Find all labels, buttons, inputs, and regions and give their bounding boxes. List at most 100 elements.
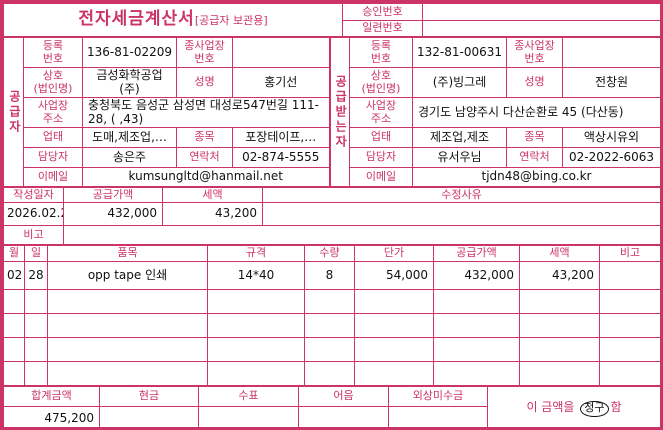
items-header-tax: 세액 xyxy=(519,245,600,262)
supplier-phone-label: 연락처 xyxy=(176,147,233,168)
item-cell-empty xyxy=(599,337,660,362)
buyer-bizitem-label: 종목 xyxy=(506,127,563,148)
issue-supply-value: 432,000 xyxy=(63,202,163,226)
issue-reason-label: 수정사유 xyxy=(262,187,660,203)
issue-tax-value: 43,200 xyxy=(162,202,263,226)
issue-supply-label: 공급가액 xyxy=(63,187,163,203)
supplier-contact-label: 담당자 xyxy=(23,147,83,168)
items-header-spec: 규격 xyxy=(207,245,305,262)
item-cell-empty xyxy=(354,289,434,314)
items-header-note: 비고 xyxy=(599,245,660,262)
item-cell-empty xyxy=(354,313,434,338)
item-cell-empty xyxy=(304,289,355,314)
buyer-name-value: (주)빙그레 xyxy=(412,67,507,98)
item-cell-empty xyxy=(433,289,520,314)
item-cell-empty xyxy=(599,289,660,314)
items-header-row: 월 일 품목 규격 수량 단가 공급가액 세액 비고 xyxy=(3,245,660,262)
buyer-regno-value: 132-81-00631 xyxy=(412,37,507,68)
receivable-label: 외상미수금 xyxy=(388,386,488,407)
supplier-subbiz-value xyxy=(232,37,330,68)
item-row-empty xyxy=(3,361,660,386)
item-cell-empty xyxy=(354,361,434,386)
item-row: 02 28 opp tape 인쇄 14*40 8 54,000 432,000… xyxy=(3,261,660,290)
items-header-qty: 수량 xyxy=(304,245,355,262)
supplier-bizitem-value: 포장테이프,… xyxy=(232,127,330,148)
item-cell-empty xyxy=(433,313,520,338)
cash-label: 현금 xyxy=(99,386,199,407)
item-cell-empty xyxy=(207,361,305,386)
items-header-item: 품목 xyxy=(47,245,208,262)
check-value xyxy=(198,406,299,427)
item-cell-empty xyxy=(433,361,520,386)
totals-block: 합계금액 현금 수표 어음 외상미수금 이 금액을 청구 함 475,200 xyxy=(3,386,660,427)
total-amount-value: 475,200 xyxy=(3,406,100,427)
invoice-title: 전자세금계산서[공급자 보관용] xyxy=(3,3,343,37)
item-cell-empty xyxy=(47,361,208,386)
statement-cell: 이 금액을 청구 함 xyxy=(487,386,660,427)
buyer-ceo-label: 성명 xyxy=(506,67,563,98)
invoice-title-sub: [공급자 보관용] xyxy=(194,14,268,28)
receivable-value xyxy=(388,406,488,427)
item-cell-empty xyxy=(47,289,208,314)
buyer-ceo-value: 전창원 xyxy=(562,67,660,98)
item-cell-empty xyxy=(599,313,660,338)
item-cell-empty xyxy=(207,313,305,338)
invoice-title-main: 전자세금계산서 xyxy=(78,9,195,30)
item-cell-empty xyxy=(207,289,305,314)
supplier-name-label: 상호 (법인명) xyxy=(23,67,83,98)
buyer-email-label: 이메일 xyxy=(349,167,413,187)
parties-block: 공급자 등록 번호 136-81-02209 종사업장 번호 공급받는자 등록 … xyxy=(3,37,660,187)
serial-number-label: 일련번호 xyxy=(342,20,423,37)
buyer-contact-label: 담당자 xyxy=(349,147,413,168)
item-note xyxy=(599,261,660,290)
issue-reason-value xyxy=(262,202,660,226)
issue-date-value: 2026.02.28 xyxy=(3,202,64,226)
item-supply: 432,000 xyxy=(433,261,520,290)
supplier-regno-value: 136-81-02209 xyxy=(82,37,177,68)
items-header-unitprice: 단가 xyxy=(354,245,434,262)
statement-circled: 청구 xyxy=(580,401,609,417)
supplier-subbiz-label: 종사업장 번호 xyxy=(176,37,233,68)
item-cell-empty xyxy=(519,313,600,338)
item-name: opp tape 인쇄 xyxy=(47,261,208,290)
buyer-biztype-label: 업태 xyxy=(349,127,413,148)
item-cell-empty xyxy=(24,361,48,386)
total-amount-label: 합계금액 xyxy=(3,386,100,407)
supplier-address-label: 사업장 주소 xyxy=(23,97,83,128)
bill-value xyxy=(298,406,389,427)
serial-number-value xyxy=(422,20,660,37)
items-block: 월 일 품목 규격 수량 단가 공급가액 세액 비고 02 28 opp tap… xyxy=(3,245,660,386)
item-cell-empty xyxy=(24,337,48,362)
supplier-biztype-label: 업태 xyxy=(23,127,83,148)
item-cell-empty xyxy=(519,337,600,362)
title-block: 전자세금계산서[공급자 보관용] 승인번호 일련번호 xyxy=(3,3,660,37)
supplier-contact-value: 송은주 xyxy=(82,147,177,168)
item-cell-empty xyxy=(3,361,25,386)
bill-label: 어음 xyxy=(298,386,389,407)
item-cell-empty xyxy=(24,313,48,338)
cash-value xyxy=(99,406,199,427)
item-cell-empty xyxy=(3,313,25,338)
issue-date-label: 작성일자 xyxy=(3,187,64,203)
buyer-phone-value: 02-2022-6063 xyxy=(562,147,660,168)
supplier-name-value: 금성화학공업 (주) xyxy=(82,67,177,98)
issue-block: 작성일자 공급가액 세액 수정사유 2026.02.28 432,000 43,… xyxy=(3,187,660,245)
supplier-ceo-label: 성명 xyxy=(176,67,233,98)
item-cell-empty xyxy=(354,337,434,362)
item-row-empty xyxy=(3,289,660,314)
buyer-subbiz-value xyxy=(562,37,660,68)
item-cell-empty xyxy=(47,337,208,362)
buyer-regno-label: 등록 번호 xyxy=(349,37,413,68)
approval-number-label: 승인번호 xyxy=(342,3,423,21)
issue-note-value xyxy=(63,225,660,245)
buyer-party-label: 공급받는자 xyxy=(328,37,350,187)
item-cell-empty xyxy=(24,289,48,314)
item-cell-empty xyxy=(304,313,355,338)
buyer-contact-value: 유서우님 xyxy=(412,147,507,168)
item-cell-empty xyxy=(304,337,355,362)
supplier-bizitem-label: 종목 xyxy=(176,127,233,148)
buyer-bizitem-value: 액상시유외 xyxy=(562,127,660,148)
items-header-day: 일 xyxy=(24,245,48,262)
item-cell-empty xyxy=(519,289,600,314)
approval-number-value xyxy=(422,3,660,21)
